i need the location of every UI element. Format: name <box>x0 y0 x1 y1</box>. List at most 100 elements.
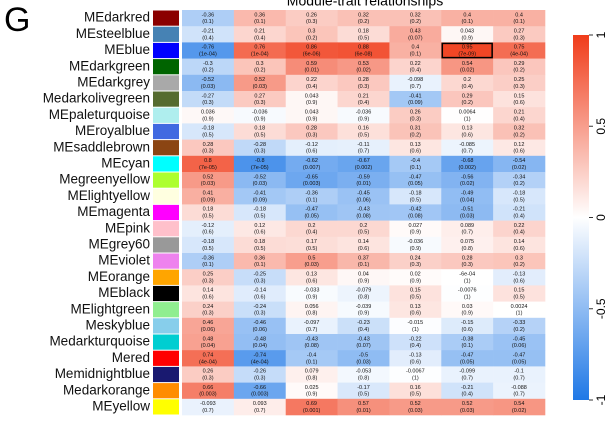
cell-value: 0.26 <box>203 369 214 375</box>
cell-pvalue: (0.04) <box>201 343 216 349</box>
cell-pvalue: (0.6) <box>513 278 524 284</box>
row-label: Medarkturquoise <box>49 334 150 349</box>
heatmap-cell <box>182 91 235 108</box>
heatmap-cell <box>233 334 287 351</box>
cell-value: 0.37 <box>358 255 369 261</box>
cell-pvalue: (0.1) <box>410 165 421 171</box>
heatmap-cell <box>389 204 442 221</box>
cell-pvalue: (0.6) <box>513 246 524 252</box>
cell-value: -0.015 <box>408 320 424 326</box>
cell-value: 0.57 <box>358 401 369 407</box>
heatmap-cell <box>285 301 338 319</box>
heatmap-cell <box>441 139 494 157</box>
row-label: MEgrey60 <box>88 236 150 251</box>
row-label: MEblack <box>98 285 150 300</box>
cell-value: -0.43 <box>305 336 318 342</box>
cell-pvalue: (0.07) <box>408 35 423 41</box>
chart-title: Module-trait relationships <box>287 0 443 9</box>
heatmap-cell <box>493 139 546 157</box>
heatmap-cell <box>337 382 390 400</box>
cell-value: 0.3 <box>256 61 264 67</box>
cell-pvalue: (0.7) <box>410 84 421 90</box>
cell-value: -0.36 <box>202 12 215 18</box>
heatmap-cell <box>233 220 287 238</box>
cell-value: -0.38 <box>461 336 474 342</box>
cell-pvalue: (0.03) <box>253 84 268 90</box>
cell-pvalue: (0.1) <box>462 19 473 25</box>
heatmap-cell <box>441 317 494 335</box>
cell-value: 0.3 <box>515 255 523 261</box>
cell-value: 0.043 <box>305 93 319 99</box>
panel-label: G <box>4 1 30 39</box>
heatmap-cell <box>337 188 390 205</box>
cell-pvalue: (0.6) <box>410 149 421 155</box>
cell-pvalue: (0.6) <box>513 100 524 106</box>
cell-pvalue: (0.5) <box>358 35 369 41</box>
heatmap-cell <box>441 188 494 205</box>
cell-pvalue: (0.5) <box>513 294 524 300</box>
heatmap-cell <box>233 253 287 270</box>
cell-pvalue: (0.09) <box>253 197 268 203</box>
heatmap-cell <box>285 236 338 254</box>
colorbar-tick-label: 0 <box>594 214 608 221</box>
cell-pvalue: (0.2) <box>513 181 524 187</box>
cell-pvalue: (0.4) <box>462 84 473 90</box>
heatmap-cell <box>389 220 442 238</box>
heatmap-cell <box>337 366 390 383</box>
cell-value: 0.16 <box>358 126 369 132</box>
cell-value: -0.28 <box>254 142 267 148</box>
cell-pvalue: (0.9) <box>358 278 369 284</box>
cell-value: 0.025 <box>305 385 319 391</box>
heatmap-cell <box>182 107 235 124</box>
cell-value: 0.66 <box>203 385 214 391</box>
cell-value: 0.093 <box>253 401 267 407</box>
cell-value: 0.69 <box>306 401 317 407</box>
heatmap-cell <box>233 10 287 27</box>
cell-pvalue: (0.6) <box>462 327 473 333</box>
cell-pvalue: (0.03) <box>201 181 216 187</box>
cell-value: 0.27 <box>514 28 525 34</box>
cell-pvalue: (0.04) <box>460 197 475 203</box>
heatmap-cell <box>389 253 442 270</box>
module-swatch <box>153 204 179 221</box>
cell-value: 0.54 <box>462 61 473 67</box>
cell-value: 0.28 <box>203 142 214 148</box>
cell-value: 0.88 <box>358 45 369 51</box>
heatmap-cell <box>285 58 338 76</box>
cell-value: -0.093 <box>200 401 216 407</box>
cell-pvalue: (0.4) <box>513 116 524 122</box>
cell-value: -0.13 <box>409 352 422 358</box>
heatmap-cell <box>441 10 494 27</box>
cell-value: 0.12 <box>514 142 525 148</box>
cell-pvalue: (0.4) <box>462 392 473 398</box>
cell-value: 0.02 <box>410 271 421 277</box>
cell-pvalue: (0.5) <box>254 213 265 219</box>
cell-value: -0.52 <box>202 77 215 83</box>
cell-value: -0.25 <box>254 271 267 277</box>
cell-pvalue: (0.7) <box>462 149 473 155</box>
heatmap-cell <box>389 334 442 351</box>
heatmap-cell <box>285 155 338 173</box>
module-swatch <box>153 302 179 318</box>
cell-value: -0.66 <box>254 385 267 391</box>
cell-pvalue: (0.3) <box>306 19 317 25</box>
cell-pvalue: (0.07) <box>356 343 371 349</box>
heatmap-cell <box>389 107 442 124</box>
cell-value: 0.32 <box>410 12 421 18</box>
cell-value: 0.41 <box>203 190 214 196</box>
cell-pvalue: (0.8) <box>358 375 369 381</box>
cell-value: -0.15 <box>461 320 474 326</box>
heatmap-cell <box>493 123 546 140</box>
module-swatch <box>153 10 179 26</box>
cell-pvalue: (0.8) <box>462 246 473 252</box>
row-label: Medarkolivegreen <box>43 91 150 106</box>
cell-value: 0.32 <box>514 126 525 132</box>
cell-value: -0.12 <box>202 223 215 229</box>
heatmap-cell <box>337 301 390 319</box>
row-label: Medarkorange <box>63 382 150 397</box>
heatmap-cell <box>233 74 287 92</box>
cell-pvalue: (7e-05) <box>199 165 217 171</box>
cell-pvalue: (0.9) <box>462 35 473 41</box>
heatmap-cell <box>285 285 338 302</box>
heatmap-cell <box>389 74 442 92</box>
